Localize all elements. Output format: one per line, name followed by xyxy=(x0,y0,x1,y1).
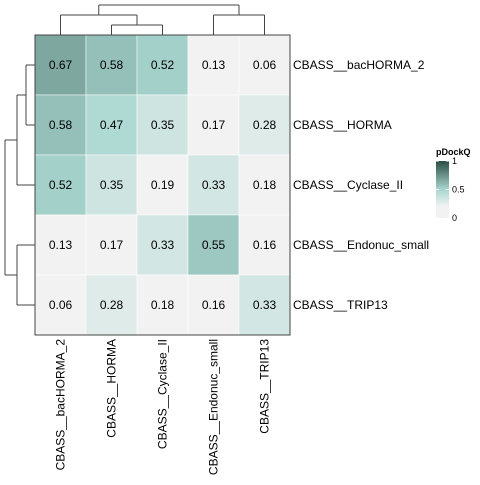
heatmap-cells: 0.67 0.58 0.52 0.13 0.06 0.58 0.47 0.35 0.17 0.28… xyxy=(34,34,291,336)
legend-tick-label: 0 xyxy=(452,213,457,223)
cell-value-label: 0.67 xyxy=(49,58,73,72)
heatmap-cell xyxy=(34,274,87,336)
legend-ticks: 00.51 xyxy=(436,156,465,223)
heatmap-cell xyxy=(34,34,87,96)
cell-value-label: 0.35 xyxy=(151,118,175,132)
heatmap-cell xyxy=(85,154,138,216)
heatmap-cell xyxy=(187,34,240,96)
heatmap-cell xyxy=(85,34,138,96)
heatmap-cell xyxy=(136,94,189,156)
cell-value-label: 0.17 xyxy=(202,118,226,132)
cell-value-label: 0.13 xyxy=(49,238,73,252)
color-legend: pDockQ 00.51 xyxy=(436,147,471,223)
heatmap-border xyxy=(34,34,291,336)
legend-title: pDockQ xyxy=(436,147,471,157)
cell-value-label: 0.18 xyxy=(151,298,175,312)
cell-value-label: 0.06 xyxy=(49,298,73,312)
row-label: CBASS__TRIP13 xyxy=(293,298,388,312)
cell-value-label: 0.16 xyxy=(253,238,277,252)
cell-value-label: 0.33 xyxy=(253,298,277,312)
cell-value-label: 0.18 xyxy=(253,178,277,192)
heatmap-cell xyxy=(34,214,87,276)
cell-value-label: 0.06 xyxy=(253,58,277,72)
heatmap-cell xyxy=(136,214,189,276)
cell-value-label: 0.47 xyxy=(100,118,124,132)
cell-value-label: 0.13 xyxy=(202,58,226,72)
cell-value-label: 0.19 xyxy=(151,178,175,192)
legend-tick-label: 0.5 xyxy=(452,185,465,195)
heatmap-cell xyxy=(187,94,240,156)
row-labels: CBASS__bacHORMA_2 CBASS__HORMA CBASS__Cycl… xyxy=(293,58,429,312)
row-label: CBASS__HORMA xyxy=(293,118,392,132)
heatmap-cell xyxy=(85,94,138,156)
heatmap-cell xyxy=(136,154,189,216)
cell-value-label: 0.28 xyxy=(100,298,124,312)
cell-value-label: 0.52 xyxy=(49,178,73,192)
cell-value-label: 0.33 xyxy=(151,238,175,252)
column-label: CBASS__Cyclase_II xyxy=(156,339,170,449)
heatmap-cell xyxy=(187,154,240,216)
heatmap-cell xyxy=(34,94,87,156)
legend-color-bar xyxy=(436,161,449,218)
column-labels: CBASS__bacHORMA_2 CBASS__HORMA CBASS__Cycl… xyxy=(54,339,272,475)
heatmap-cell xyxy=(187,214,240,276)
column-label: CBASS__HORMA xyxy=(105,339,119,438)
column-label: CBASS__bacHORMA_2 xyxy=(54,339,68,471)
cell-value-label: 0.28 xyxy=(253,118,277,132)
heatmap-cell xyxy=(187,274,240,336)
column-label: CBASS__TRIP13 xyxy=(258,339,272,434)
cell-value-label: 0.55 xyxy=(202,238,226,252)
row-label: CBASS__Endonuc_small xyxy=(293,238,429,252)
legend-tick-label: 1 xyxy=(452,156,457,166)
cell-value-label: 0.16 xyxy=(202,298,226,312)
heatmap-cell xyxy=(238,154,291,216)
heatmap-cell xyxy=(238,94,291,156)
row-label: CBASS__bacHORMA_2 xyxy=(293,58,425,72)
column-label: CBASS__Endonuc_small xyxy=(207,339,221,475)
cell-value-label: 0.58 xyxy=(100,58,124,72)
heatmap-cell xyxy=(238,214,291,276)
row-dendrogram xyxy=(4,64,35,306)
cell-value-label: 0.52 xyxy=(151,58,175,72)
cell-value-label: 0.35 xyxy=(100,178,124,192)
row-label: CBASS__Cyclase_II xyxy=(293,178,403,192)
heatmap-cell xyxy=(85,214,138,276)
cell-value-label: 0.33 xyxy=(202,178,226,192)
column-dendrogram xyxy=(60,4,265,35)
cell-value-label: 0.58 xyxy=(49,118,73,132)
cell-value-label: 0.17 xyxy=(100,238,124,252)
heatmap-cell xyxy=(34,154,87,216)
